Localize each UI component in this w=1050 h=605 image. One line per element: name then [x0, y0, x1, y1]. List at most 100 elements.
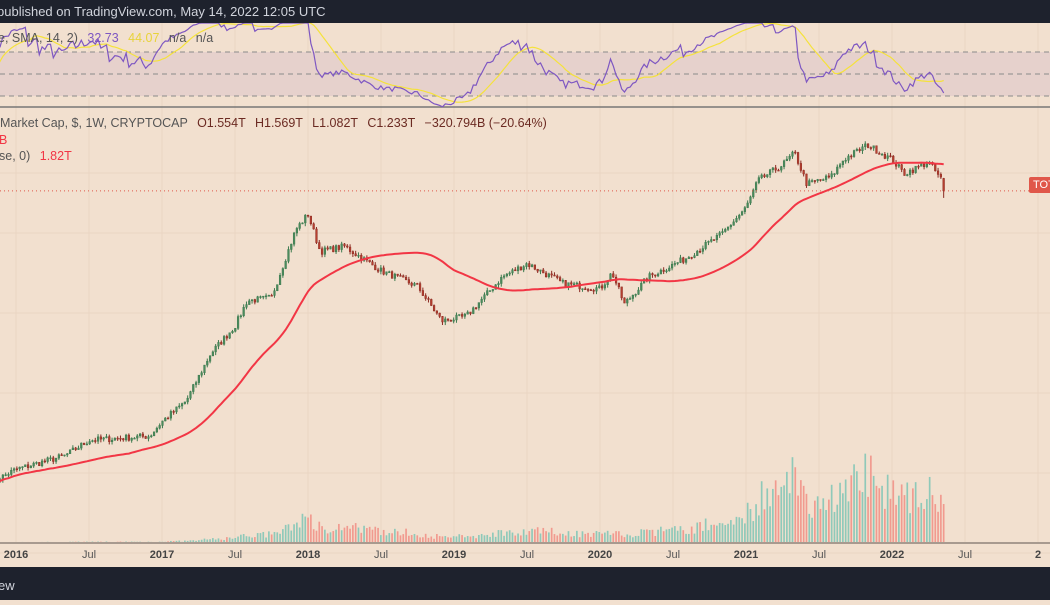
candle [864, 144, 866, 147]
candle [100, 437, 102, 439]
volume-bar [593, 533, 595, 543]
candle [601, 286, 603, 288]
candle [324, 248, 326, 254]
candle [136, 436, 138, 438]
candle [582, 289, 584, 290]
volume-bar [358, 528, 360, 543]
brand-fragment: ew [0, 567, 15, 605]
volume-bar [478, 535, 480, 543]
volume-bar [663, 531, 665, 543]
candle [898, 165, 900, 167]
volume-bar [444, 536, 446, 543]
candle [226, 336, 228, 338]
volume-bar [722, 523, 724, 543]
volume-bar [344, 528, 346, 543]
candle [822, 180, 824, 181]
candle [276, 285, 278, 291]
candle [374, 265, 376, 270]
chart-canvas[interactable] [0, 23, 1050, 567]
candle [307, 215, 309, 216]
candle [688, 257, 690, 258]
candle [862, 147, 864, 151]
candle [730, 225, 732, 227]
volume-bar [551, 528, 553, 543]
volume-legend: B [0, 133, 7, 147]
volume-bar [660, 527, 662, 543]
top-bar: published on TradingView.com, May 14, 20… [0, 0, 1050, 23]
candle [442, 316, 444, 322]
volume-bar [716, 526, 718, 543]
volume-bar [335, 530, 337, 543]
candle [279, 275, 281, 284]
candle [215, 346, 217, 352]
volume-bar [836, 505, 838, 543]
candle [145, 436, 147, 438]
candle [478, 303, 480, 308]
volume-bar [514, 536, 516, 543]
volume-bar [643, 530, 645, 543]
candle [296, 228, 298, 233]
candle [229, 333, 231, 338]
volume-bar [523, 529, 525, 543]
candle [103, 438, 105, 439]
candle [439, 313, 441, 316]
candle [640, 283, 642, 290]
candle [856, 149, 858, 150]
candle [750, 197, 752, 203]
candle [30, 466, 32, 468]
candle [16, 469, 18, 470]
candle [775, 168, 777, 170]
volume-bar [369, 527, 371, 543]
volume-bar [635, 536, 637, 543]
volume-bar [705, 519, 707, 543]
volume-bar [262, 532, 264, 543]
volume-bar [461, 535, 463, 543]
candle [537, 269, 539, 271]
candle [327, 248, 329, 249]
volume-bar [559, 534, 561, 543]
candle [710, 240, 712, 242]
time-axis-tick: 2019 [442, 549, 466, 561]
candle [232, 331, 234, 333]
volume-bar [377, 528, 379, 543]
rsi-na-1: n/a [169, 31, 186, 45]
volume-bar [898, 496, 900, 543]
volume-bar [327, 533, 329, 543]
volume-bar [355, 523, 357, 543]
time-axis-tick: Jul [82, 549, 96, 561]
candle [904, 169, 906, 175]
candle [744, 208, 746, 212]
candle [666, 271, 668, 272]
volume-bar [562, 534, 564, 543]
rsi-legend-label: e, SMA, 14, 2) [0, 31, 78, 45]
volume-bar [772, 489, 774, 543]
volume-bar [926, 499, 928, 543]
volume-bar [881, 486, 883, 543]
volume-bar [596, 531, 598, 543]
volume-bar [691, 527, 693, 543]
volume-bar [887, 475, 889, 543]
candle [55, 458, 57, 461]
candle [680, 258, 682, 263]
ohlc-close: C1.233T [367, 116, 415, 130]
time-axis-tick: 2 [1035, 549, 1041, 561]
volume-bar [864, 454, 866, 543]
ohlc-change: −320.794B (−20.64%) [425, 116, 547, 130]
volume-bar [682, 530, 684, 543]
volume-bar [937, 512, 939, 543]
volume-bar [901, 484, 903, 543]
candle [299, 224, 301, 229]
time-axis-tick: 2020 [588, 549, 612, 561]
candle [696, 251, 698, 255]
candle [503, 276, 505, 277]
candle [5, 475, 7, 476]
candle [386, 272, 388, 274]
volume-bar [293, 524, 295, 543]
time-axis-tick: Jul [812, 549, 826, 561]
volume-bar [573, 536, 575, 543]
candle [257, 297, 259, 302]
candle [848, 156, 850, 160]
candle [500, 277, 502, 283]
volume-bar [649, 530, 651, 543]
time-axis-tick: 2021 [734, 549, 758, 561]
